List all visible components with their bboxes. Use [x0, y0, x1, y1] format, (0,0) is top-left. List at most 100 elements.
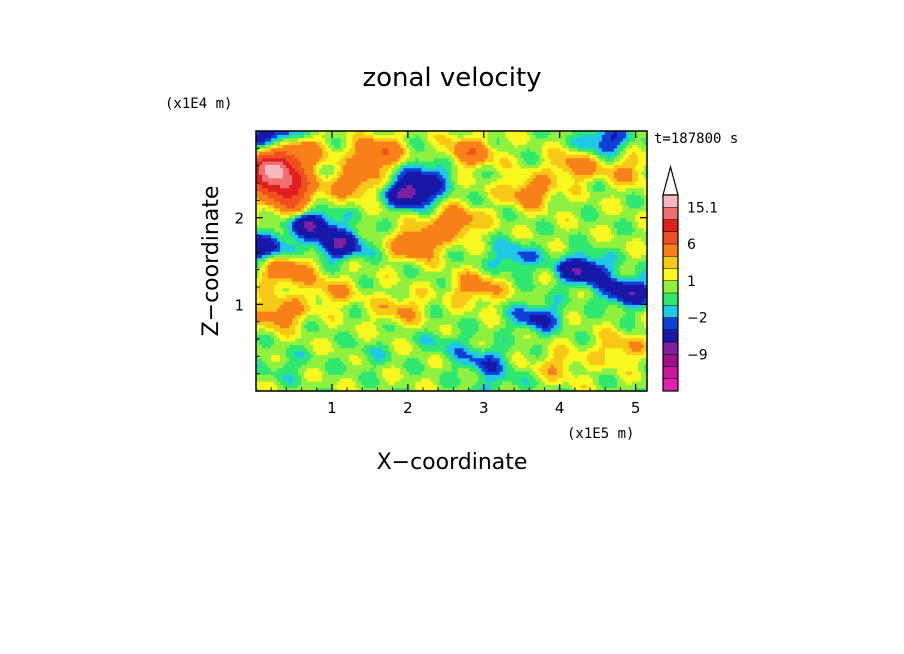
heatmap-cell: [436, 324, 441, 329]
heatmap-cell: [331, 331, 335, 335]
heatmap-cell: [442, 351, 447, 355]
heatmap-cell: [472, 327, 477, 332]
heatmap-cell: [277, 341, 281, 345]
heatmap-cell: [271, 384, 275, 389]
heatmap-cell: [514, 361, 519, 365]
heatmap-cell: [532, 264, 537, 269]
heatmap-cell: [340, 354, 344, 359]
heatmap-cell: [532, 337, 537, 342]
heatmap-cell: [418, 311, 423, 315]
heatmap-cell: [349, 301, 353, 305]
heatmap-cell: [517, 304, 522, 309]
heatmap-cell: [415, 321, 420, 325]
heatmap-cell: [271, 321, 275, 325]
heatmap-cell: [496, 371, 501, 375]
heatmap-cell: [613, 311, 618, 315]
heatmap-cell: [535, 387, 540, 392]
heatmap-cell: [439, 294, 444, 299]
heatmap-cell: [382, 334, 386, 339]
heatmap-cell: [496, 291, 501, 295]
heatmap-cell: [532, 311, 537, 315]
heatmap-cell: [328, 287, 332, 292]
heatmap-cell: [259, 287, 263, 292]
heatmap-cell: [355, 381, 359, 385]
heatmap-cell: [487, 377, 492, 382]
heatmap-cell: [586, 301, 591, 305]
heatmap-cell: [550, 307, 555, 312]
heatmap-cell: [505, 311, 510, 315]
heatmap-cell: [328, 304, 332, 309]
heatmap-cell: [265, 364, 269, 369]
heatmap-cell: [274, 377, 278, 382]
heatmap-cell: [577, 301, 582, 305]
heatmap-cell: [544, 317, 549, 322]
heatmap-cell: [262, 261, 266, 265]
heatmap-cell: [493, 374, 498, 379]
heatmap-cell: [640, 314, 645, 319]
heatmap-cell: [523, 284, 528, 289]
heatmap-cell: [550, 324, 555, 329]
heatmap-cell: [418, 297, 423, 302]
heatmap-cell: [361, 321, 365, 325]
heatmap-cell: [544, 337, 549, 342]
heatmap-cell: [601, 294, 606, 299]
heatmap-cell: [526, 347, 531, 352]
heatmap-cell: [424, 304, 429, 309]
heatmap-cell: [487, 264, 492, 269]
heatmap-cell: [331, 364, 335, 369]
heatmap-cell: [427, 364, 432, 369]
heatmap-cell: [457, 351, 462, 355]
heatmap-cell: [616, 341, 621, 345]
heatmap-cell: [427, 374, 432, 379]
heatmap-cell: [370, 347, 374, 352]
heatmap-cell: [622, 311, 627, 315]
heatmap-cell: [265, 374, 269, 379]
heatmap-cell: [298, 304, 302, 309]
heatmap-cell: [508, 384, 513, 389]
heatmap-cell: [409, 291, 413, 295]
heatmap-cell: [562, 307, 567, 312]
heatmap-cell: [448, 264, 453, 269]
heatmap-cell: [301, 364, 305, 369]
heatmap-cell: [541, 314, 546, 319]
heatmap-cell: [436, 334, 441, 339]
heatmap-cell: [565, 311, 570, 315]
heatmap-cell: [472, 294, 477, 299]
heatmap-cell: [643, 317, 648, 322]
heatmap-cell: [463, 337, 468, 342]
heatmap-cell: [631, 351, 636, 355]
heatmap-cell: [589, 304, 594, 309]
heatmap-cell: [493, 307, 498, 312]
heatmap-cell: [619, 374, 624, 379]
heatmap-cell: [511, 361, 516, 365]
heatmap-cell: [565, 291, 570, 295]
heatmap-cell: [385, 267, 389, 272]
heatmap-cell: [424, 264, 429, 269]
heatmap-cell: [304, 281, 308, 285]
heatmap-cell: [544, 344, 549, 349]
heatmap-cell: [418, 274, 423, 279]
heatmap-cell: [271, 271, 275, 275]
heatmap-cell: [481, 364, 486, 369]
heatmap-cell: [529, 284, 534, 289]
heatmap-cell: [343, 351, 347, 355]
heatmap-cell: [400, 287, 404, 292]
heatmap-cell: [331, 357, 335, 362]
heatmap-cell: [313, 314, 317, 319]
heatmap-cell: [433, 301, 438, 305]
heatmap-cell: [460, 281, 465, 285]
heatmap-cell: [397, 381, 401, 385]
heatmap-cell: [331, 311, 335, 315]
heatmap-cell: [304, 374, 308, 379]
heatmap-cell: [406, 291, 410, 295]
heatmap-cell: [592, 281, 597, 285]
heatmap-cell: [358, 297, 362, 302]
heatmap-cell: [532, 284, 537, 289]
heatmap-cell: [340, 324, 344, 329]
heatmap-cell: [640, 291, 645, 295]
heatmap-cell: [439, 334, 444, 339]
heatmap-cell: [478, 334, 483, 339]
heatmap-cell: [265, 337, 269, 342]
heatmap-cell: [313, 377, 317, 382]
heatmap-cell: [547, 344, 552, 349]
